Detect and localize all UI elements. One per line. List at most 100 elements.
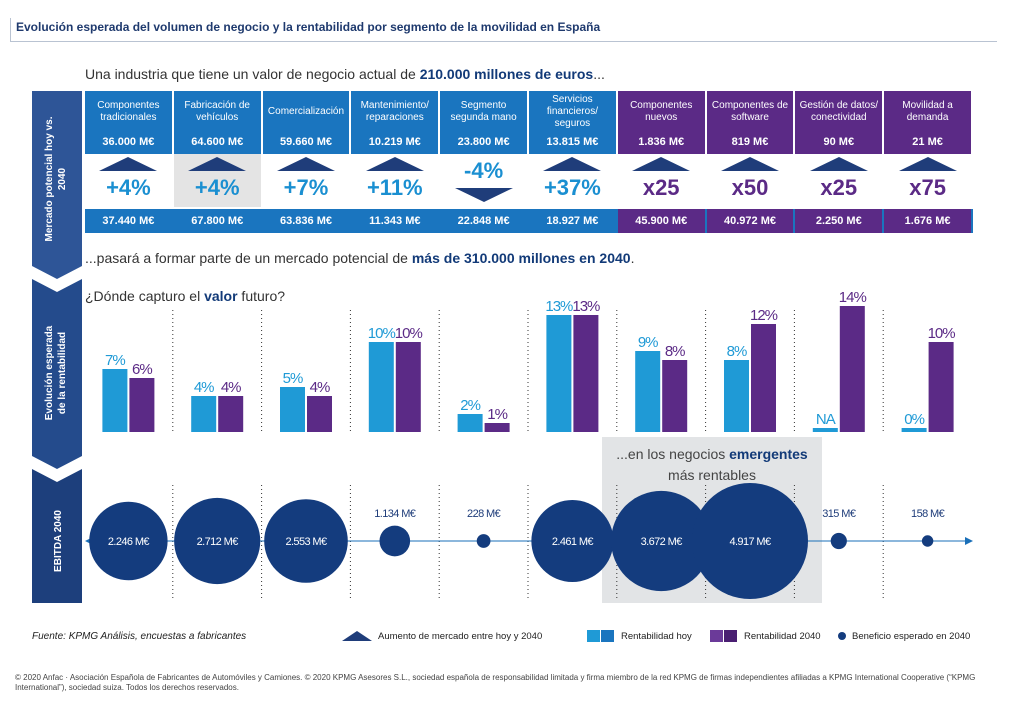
side-band-market bbox=[32, 91, 82, 279]
market-2040-value: 37.440 M€ bbox=[102, 215, 155, 227]
bar-2040-label: 4% bbox=[310, 379, 330, 396]
ebitda-bubble bbox=[476, 534, 491, 548]
growth-cell: +7% bbox=[263, 154, 350, 207]
market-2040-row: 37.440 M€ 67.800 M€ 63.836 M€ 11.343 M€ 22.8… bbox=[85, 209, 973, 233]
market-today-value: 10.219 M€ bbox=[368, 136, 421, 148]
bar-2040 bbox=[662, 360, 688, 432]
source-note: Fuente: KPMG Análisis, encuestas a fabri… bbox=[32, 630, 247, 642]
ebitda-label: 3.672 M€ bbox=[641, 536, 683, 548]
market-2040-value: 11.343 M€ bbox=[369, 215, 421, 227]
bar-2040-label: 10% bbox=[928, 325, 956, 342]
side-label-market: Mercado potencial hoy vs. 2040 bbox=[44, 116, 68, 241]
growth-value: -4% bbox=[464, 158, 504, 183]
bar-today-label: NA bbox=[816, 411, 836, 428]
legend-dot-icon bbox=[838, 632, 846, 640]
bar-today bbox=[191, 396, 217, 432]
bar-today bbox=[546, 315, 572, 432]
market-2040-value: 22.848 M€ bbox=[457, 215, 510, 227]
segment-name: Fabricación de vehículos bbox=[184, 100, 250, 123]
bar-2040-label: 14% bbox=[839, 290, 867, 306]
headline1-bold: 210.000 millones de euros bbox=[419, 66, 594, 82]
market-today-value: 64.600 M€ bbox=[191, 136, 244, 148]
bar-today-label: 8% bbox=[727, 343, 747, 360]
market-today-value: 1.836 M€ bbox=[638, 136, 685, 148]
growth-cell: x25 bbox=[618, 154, 705, 207]
segment-header: Servicios financieros/ seguros 13.815 M€ bbox=[529, 91, 616, 154]
ebitda-label: 4.917 M€ bbox=[729, 536, 771, 548]
bar-today-label: 10% bbox=[368, 325, 396, 342]
segment-header: Comercialización 59.660 M€ bbox=[262, 91, 350, 154]
question-post: futuro? bbox=[237, 288, 286, 304]
legend-2040-swatch bbox=[710, 630, 737, 642]
legend-arrow-icon bbox=[342, 631, 372, 641]
bar-today bbox=[812, 428, 838, 432]
ebitda-label: 315 M€ bbox=[822, 508, 856, 520]
ebitda-label: 2.246 M€ bbox=[108, 536, 150, 548]
bar-today-label: 0% bbox=[904, 411, 924, 428]
segment-name: Comercialización bbox=[267, 106, 345, 117]
segment-header: Componentes de software 819 M€ bbox=[706, 91, 794, 154]
bar-2040-label: 12% bbox=[750, 307, 778, 324]
growth-up-arrow-icon bbox=[809, 157, 868, 171]
legend: Fuente: KPMG Análisis, encuestas a fabri… bbox=[32, 628, 992, 644]
segment-header: Componentes tradicionales 36.000 M€ bbox=[85, 91, 172, 154]
bar-today-label: 5% bbox=[283, 370, 303, 387]
growth-value: +11% bbox=[366, 175, 423, 200]
bar-2040-label: 4% bbox=[221, 379, 241, 396]
headline2-bold: más de 310.000 millones en 2040 bbox=[411, 250, 631, 266]
ebitda-label: 1.134 M€ bbox=[374, 508, 416, 520]
growth-up-arrow-icon bbox=[543, 157, 602, 171]
market-2040-value: 1.676 M€ bbox=[884, 209, 971, 233]
side-band-ebitda bbox=[32, 469, 82, 603]
headline2-pre: ...pasará a formar parte de un mercado p… bbox=[85, 250, 412, 266]
market-2040-value: 63.836 M€ bbox=[280, 215, 332, 227]
bar-today-label: 9% bbox=[638, 334, 658, 351]
bar-today bbox=[457, 414, 483, 432]
bar-today-label: 4% bbox=[194, 379, 214, 396]
legend-arrow: Aumento de mercado entre hoy y 2040 bbox=[342, 628, 542, 644]
headline2-post: . bbox=[630, 250, 635, 266]
value-question: ¿Dónde capturo el valor futuro? bbox=[85, 288, 285, 304]
bar-today-label: 13% bbox=[545, 298, 573, 315]
growth-row: +4% +4% +7% +11% -4% +37% x25 x50 x25 x75 bbox=[85, 154, 973, 207]
market-2040-value: 45.900 M€ bbox=[617, 209, 705, 233]
growth-cell: x25 bbox=[795, 154, 882, 207]
market-today-value: 819 M€ bbox=[731, 136, 769, 148]
growth-value: x25 bbox=[820, 175, 858, 200]
emergent-pre: ...en los negocios bbox=[616, 446, 730, 462]
growth-up-arrow-icon bbox=[898, 157, 957, 171]
legend-2040-label: Rentabilidad 2040 bbox=[744, 630, 821, 642]
market-today-value: 13.815 M€ bbox=[546, 136, 599, 148]
bar-today-label: 7% bbox=[105, 352, 125, 369]
segment-name: Mantenimiento/ reparaciones bbox=[360, 100, 429, 123]
market-2040-value: 2.250 M€ bbox=[795, 209, 883, 233]
emergent-caption: ...en los negocios emergentes más rentabl… bbox=[602, 444, 822, 486]
ebitda-bubble bbox=[531, 499, 614, 583]
bar-2040 bbox=[129, 378, 155, 432]
ebitda-bubble bbox=[89, 501, 168, 581]
growth-up-arrow-icon bbox=[365, 157, 424, 171]
growth-up-arrow-icon bbox=[99, 157, 158, 171]
segment-name: Gestión de datos/ conectividad bbox=[799, 100, 878, 123]
bar-2040 bbox=[839, 306, 865, 432]
segment-name: Componentes tradicionales bbox=[97, 100, 160, 123]
legend-dot-label: Beneficio esperado en 2040 bbox=[852, 630, 971, 642]
growth-up-arrow-icon bbox=[632, 157, 691, 171]
growth-cell: +4% bbox=[173, 154, 261, 207]
headline-current-market: Una industria que tiene un valor de nego… bbox=[85, 66, 605, 82]
ebitda-bubble bbox=[264, 499, 348, 583]
side-label-profit: Evolución esperada de la rentabilidad bbox=[44, 325, 68, 420]
side-label-ebitda: EBITDA 2040 bbox=[53, 510, 64, 572]
segment-name: Componentes de software bbox=[711, 100, 789, 123]
growth-up-arrow-icon bbox=[188, 157, 247, 171]
ebitda-bubble bbox=[611, 490, 712, 592]
legend-today-label: Rentabilidad hoy bbox=[621, 630, 692, 642]
bar-2040 bbox=[573, 315, 599, 432]
growth-value: x50 bbox=[731, 175, 769, 200]
side-labels: Mercado potencial hoy vs. 2040 Evolución … bbox=[32, 91, 82, 603]
title-accent bbox=[10, 18, 11, 42]
bar-2040-label: 10% bbox=[395, 325, 423, 342]
growth-value: +37% bbox=[543, 175, 601, 200]
growth-up-arrow-icon bbox=[276, 157, 335, 171]
bar-2040 bbox=[928, 342, 954, 432]
